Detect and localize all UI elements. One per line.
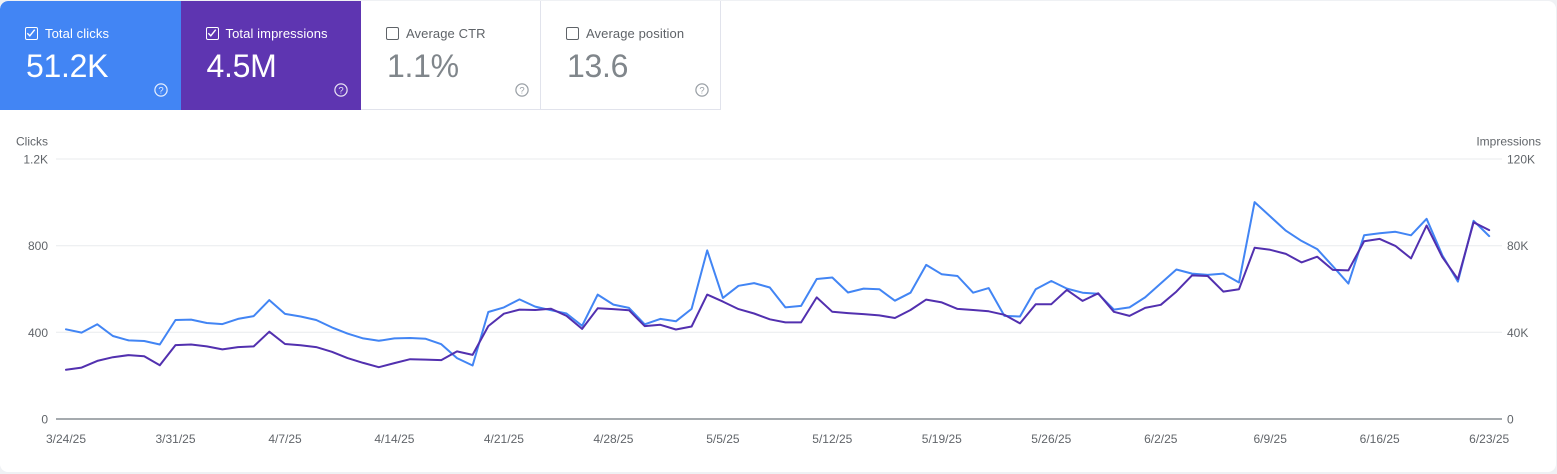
svg-text:6/23/25: 6/23/25	[1469, 432, 1509, 446]
svg-text:4/7/25: 4/7/25	[268, 432, 302, 446]
svg-text:6/9/25: 6/9/25	[1254, 432, 1288, 446]
svg-text:4/21/25: 4/21/25	[484, 432, 524, 446]
svg-text:?: ?	[699, 86, 704, 97]
svg-text:?: ?	[519, 86, 524, 97]
svg-text:4/14/25: 4/14/25	[374, 432, 414, 446]
svg-text:Impressions: Impressions	[1476, 135, 1541, 149]
svg-text:Clicks: Clicks	[16, 135, 48, 149]
svg-text:0: 0	[1507, 413, 1514, 427]
svg-text:6/16/25: 6/16/25	[1360, 432, 1400, 446]
svg-text:400: 400	[28, 326, 48, 340]
svg-text:40K: 40K	[1507, 326, 1528, 340]
svg-text:3/31/25: 3/31/25	[155, 432, 195, 446]
svg-text:?: ?	[158, 86, 163, 97]
svg-text:80K: 80K	[1507, 239, 1528, 253]
svg-text:5/26/25: 5/26/25	[1031, 432, 1071, 446]
svg-text:?: ?	[338, 86, 343, 97]
svg-text:0: 0	[41, 413, 48, 427]
svg-text:800: 800	[28, 239, 48, 253]
svg-text:120K: 120K	[1507, 153, 1535, 167]
svg-text:5/12/25: 5/12/25	[812, 432, 852, 446]
svg-text:6/2/25: 6/2/25	[1144, 432, 1178, 446]
svg-text:1.2K: 1.2K	[23, 153, 48, 167]
svg-text:3/24/25: 3/24/25	[46, 432, 86, 446]
svg-text:4/28/25: 4/28/25	[593, 432, 633, 446]
svg-text:5/5/25: 5/5/25	[706, 432, 740, 446]
svg-text:5/19/25: 5/19/25	[922, 432, 962, 446]
